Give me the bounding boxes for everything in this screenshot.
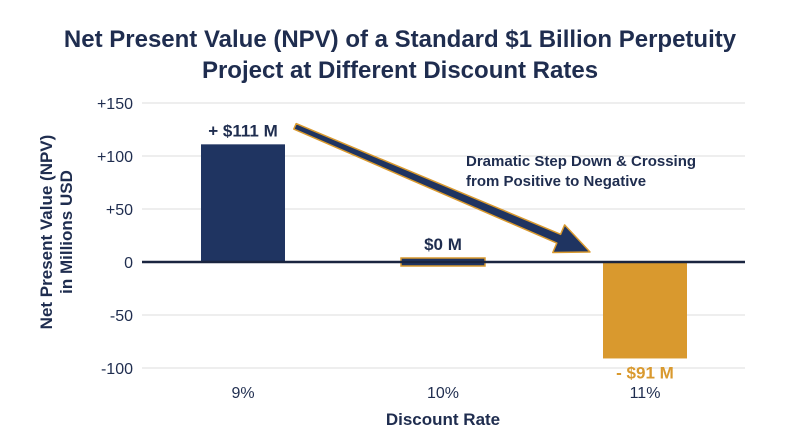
y-axis-ticks: +150 +100 +50 0 -50 -100 bbox=[97, 96, 133, 378]
trend-arrow bbox=[293, 122, 591, 254]
data-labels: + $111 M $0 M - $91 M bbox=[208, 121, 674, 382]
x-axis-title: Discount Rate bbox=[386, 410, 500, 429]
y-tick-label: -50 bbox=[110, 308, 133, 325]
y-tick-label: 0 bbox=[124, 255, 133, 272]
y-axis-title-line-1: Net Present Value (NPV) bbox=[37, 135, 56, 330]
y-axis-title: Net Present Value (NPV) in Millions USD bbox=[37, 135, 76, 330]
y-axis-title-line-2: in Millions USD bbox=[57, 170, 76, 294]
x-axis-ticks: 9% 10% 11% bbox=[231, 385, 660, 402]
x-tick-label: 9% bbox=[231, 385, 254, 402]
annotation-line-2: from Positive to Negative bbox=[466, 173, 646, 190]
y-tick-label: -100 bbox=[101, 361, 133, 378]
data-label: $0 M bbox=[424, 235, 462, 254]
x-tick-label: 11% bbox=[630, 385, 661, 402]
chart-title: Net Present Value (NPV) of a Standard $1… bbox=[64, 26, 737, 84]
trend-arrow-shape bbox=[293, 122, 591, 254]
y-tick-label: +100 bbox=[97, 149, 133, 166]
chart-title-line-2: Project at Different Discount Rates bbox=[202, 57, 598, 84]
chart-title-line-1: Net Present Value (NPV) of a Standard $1… bbox=[64, 26, 737, 53]
data-label: + $111 M bbox=[208, 121, 277, 140]
annotation-line-1: Dramatic Step Down & Crossing bbox=[466, 153, 696, 170]
y-tick-label: +150 bbox=[97, 96, 133, 113]
annotation: Dramatic Step Down & Crossing from Posit… bbox=[466, 153, 696, 190]
bars bbox=[201, 144, 687, 359]
bar-9% bbox=[201, 144, 285, 262]
data-label: - $91 M bbox=[616, 363, 674, 382]
x-tick-label: 10% bbox=[427, 385, 459, 402]
bar-11% bbox=[603, 262, 687, 359]
y-tick-label: +50 bbox=[106, 202, 133, 219]
